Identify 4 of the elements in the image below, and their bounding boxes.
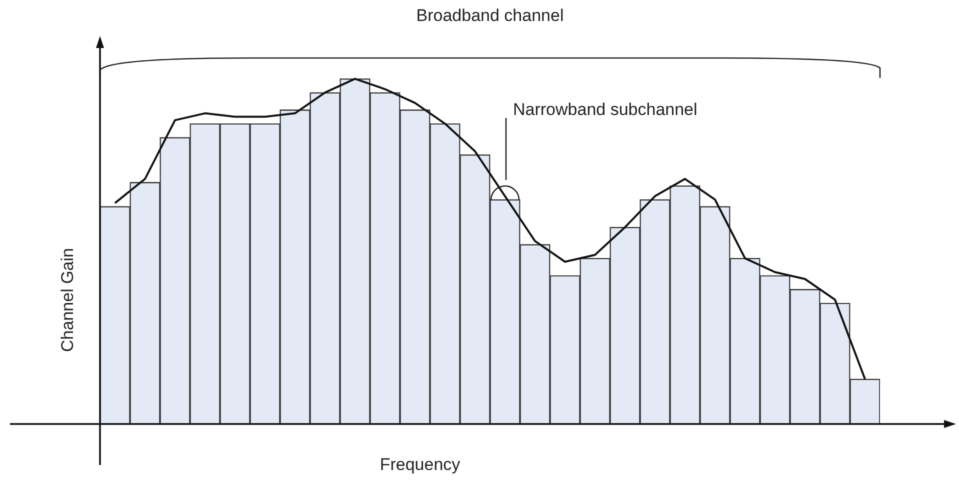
annotation: Narrowband subchannel <box>513 100 698 120</box>
y-axis-title: Channel Gain <box>58 248 78 352</box>
x-axis-title: Frequency <box>380 455 460 475</box>
chart-title: Broadband channel <box>416 6 564 26</box>
